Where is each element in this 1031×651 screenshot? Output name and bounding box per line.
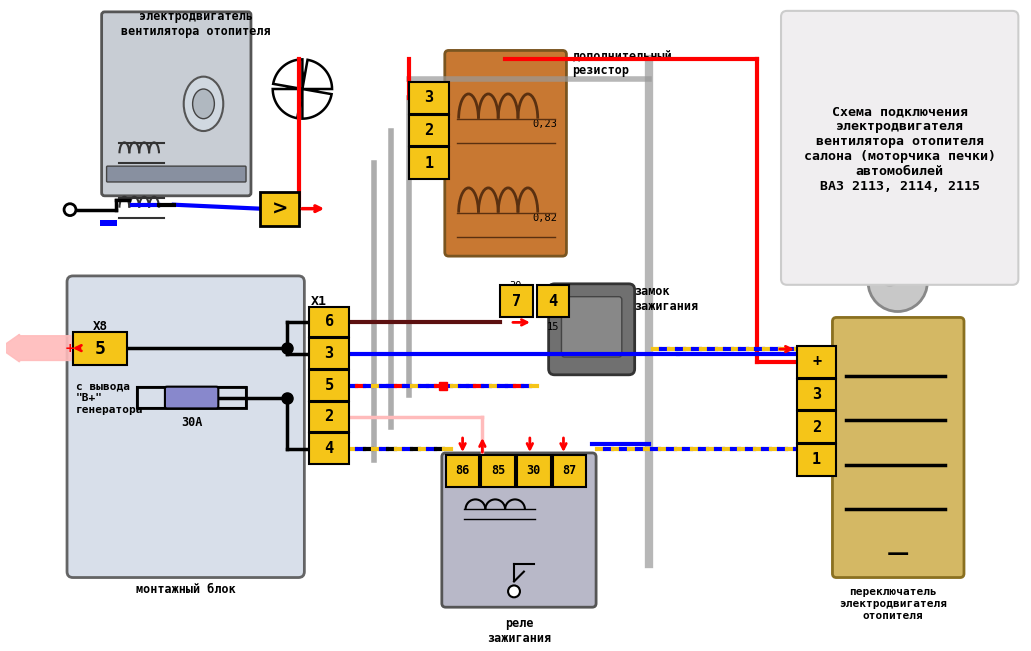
FancyBboxPatch shape: [553, 455, 587, 486]
FancyArrow shape: [300, 77, 323, 94]
Text: F7: F7: [185, 385, 199, 398]
Text: 4: 4: [325, 441, 334, 456]
Circle shape: [868, 252, 928, 312]
FancyArrow shape: [290, 68, 308, 91]
Text: —: —: [887, 544, 909, 564]
Polygon shape: [302, 89, 332, 118]
Text: 3: 3: [425, 90, 433, 105]
FancyArrow shape: [281, 83, 304, 102]
Text: 2: 2: [425, 123, 433, 138]
FancyBboxPatch shape: [444, 50, 566, 256]
Text: +: +: [64, 342, 75, 355]
FancyBboxPatch shape: [106, 166, 246, 182]
FancyBboxPatch shape: [562, 297, 622, 357]
Text: переключатель
электродвигателя
отопителя: переключатель электродвигателя отопителя: [839, 587, 946, 620]
FancyArrow shape: [0, 334, 71, 362]
Circle shape: [64, 204, 76, 215]
Text: X8: X8: [93, 320, 108, 333]
Text: 87: 87: [562, 464, 576, 477]
FancyBboxPatch shape: [797, 411, 836, 443]
Text: 3: 3: [325, 346, 334, 361]
FancyBboxPatch shape: [309, 339, 348, 369]
Text: >: >: [271, 199, 288, 218]
FancyBboxPatch shape: [102, 12, 251, 196]
Text: 30А: 30А: [180, 417, 202, 430]
Text: 0,23: 0,23: [533, 118, 558, 129]
Text: 1: 1: [425, 156, 433, 171]
FancyBboxPatch shape: [73, 332, 128, 365]
Text: 4: 4: [548, 294, 558, 309]
Polygon shape: [302, 60, 332, 89]
Text: 30: 30: [509, 281, 523, 291]
Text: монтажный блок: монтажный блок: [136, 583, 235, 596]
Text: Схема подключения
электродвигателя
вентилятора отопителя
салона (моторчика печки: Схема подключения электродвигателя венти…: [804, 105, 996, 193]
Polygon shape: [273, 89, 302, 118]
Text: 85: 85: [491, 464, 505, 477]
Ellipse shape: [193, 89, 214, 118]
FancyArrow shape: [297, 87, 314, 109]
Circle shape: [878, 262, 902, 286]
FancyBboxPatch shape: [309, 307, 348, 337]
FancyBboxPatch shape: [260, 192, 299, 227]
FancyBboxPatch shape: [797, 444, 836, 476]
Text: реле
зажигания: реле зажигания: [487, 617, 551, 645]
FancyBboxPatch shape: [409, 147, 448, 179]
Text: 0,82: 0,82: [533, 213, 558, 223]
Text: 86: 86: [456, 464, 470, 477]
Text: 6: 6: [325, 314, 334, 329]
Text: с вывода
"В+"
генератора: с вывода "В+" генератора: [76, 381, 143, 415]
Text: 5: 5: [325, 378, 334, 393]
FancyBboxPatch shape: [500, 284, 533, 318]
FancyBboxPatch shape: [100, 219, 118, 227]
Circle shape: [508, 585, 520, 598]
FancyBboxPatch shape: [309, 433, 348, 464]
FancyBboxPatch shape: [832, 318, 964, 577]
FancyBboxPatch shape: [797, 346, 836, 378]
Text: 3: 3: [812, 387, 821, 402]
FancyBboxPatch shape: [797, 379, 836, 410]
Polygon shape: [273, 59, 302, 89]
FancyBboxPatch shape: [517, 455, 551, 486]
Text: 7: 7: [512, 294, 521, 309]
FancyBboxPatch shape: [309, 402, 348, 432]
Text: 15: 15: [546, 322, 559, 333]
FancyBboxPatch shape: [165, 387, 219, 408]
Text: +: +: [812, 354, 821, 370]
FancyBboxPatch shape: [409, 82, 448, 114]
FancyBboxPatch shape: [445, 455, 479, 486]
FancyBboxPatch shape: [548, 284, 635, 375]
Text: 30: 30: [527, 464, 541, 477]
FancyBboxPatch shape: [781, 11, 1019, 284]
Ellipse shape: [184, 77, 224, 131]
Text: 1: 1: [812, 452, 821, 467]
Text: замок
зажигания: замок зажигания: [634, 284, 698, 313]
Text: дополнительный
резистор: дополнительный резистор: [572, 49, 672, 77]
Text: 2: 2: [812, 420, 821, 435]
Text: 2: 2: [325, 409, 334, 424]
FancyBboxPatch shape: [309, 370, 348, 400]
FancyBboxPatch shape: [442, 453, 596, 607]
FancyBboxPatch shape: [67, 276, 304, 577]
Circle shape: [265, 51, 340, 126]
Text: электродвигатель
вентилятора отопителя: электродвигатель вентилятора отопителя: [121, 10, 270, 38]
Text: 5: 5: [95, 340, 105, 357]
FancyBboxPatch shape: [481, 455, 516, 486]
Text: X1: X1: [311, 295, 327, 308]
FancyBboxPatch shape: [537, 284, 569, 318]
FancyBboxPatch shape: [409, 115, 448, 146]
